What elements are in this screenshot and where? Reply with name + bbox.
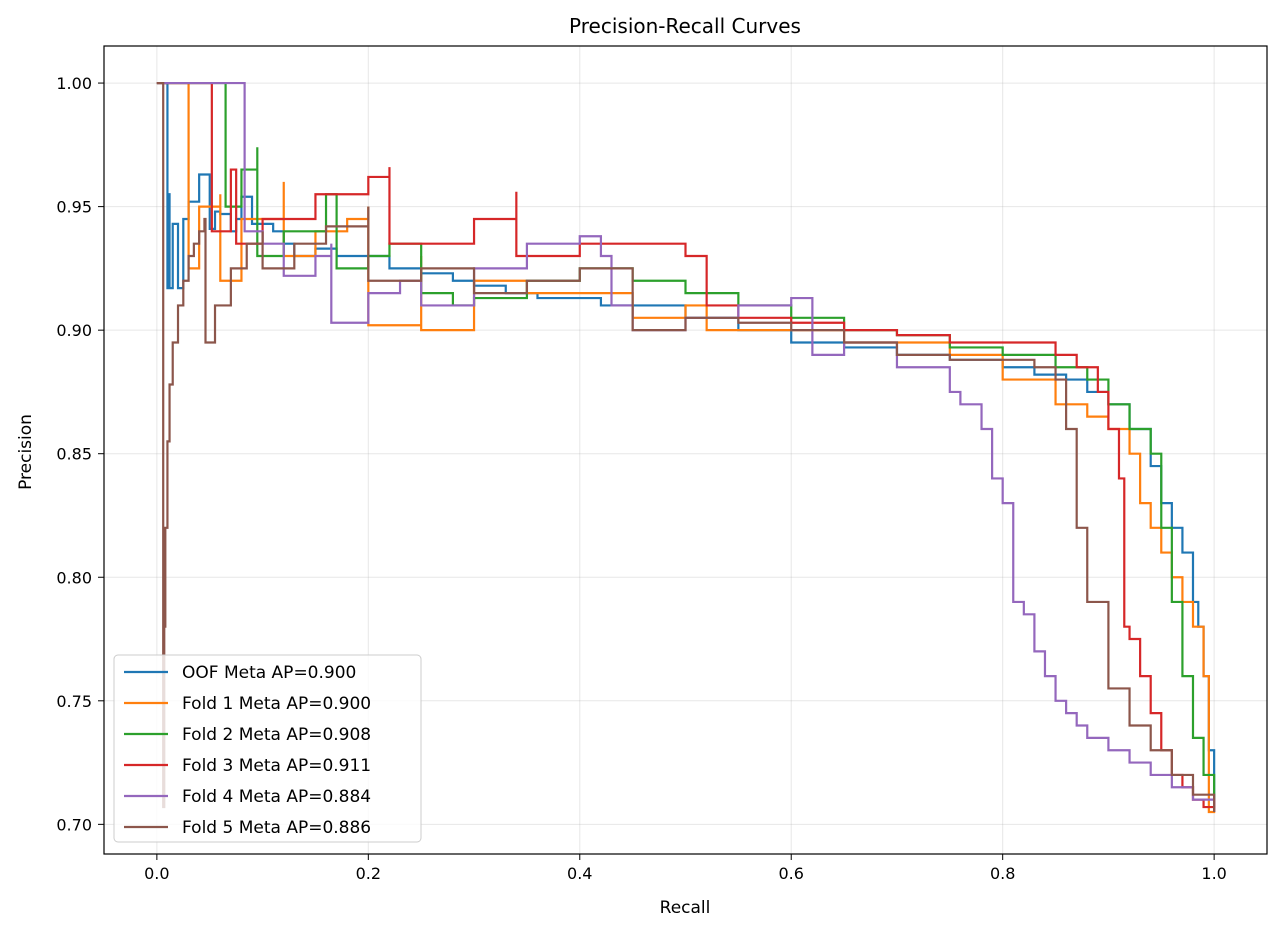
x-tick-label: 0.2 xyxy=(356,864,381,883)
plot-frame xyxy=(103,45,1268,855)
y-axis-label: Precision xyxy=(16,414,36,490)
y-tick-label: 0.90 xyxy=(56,321,92,340)
x-tick-label: 0.8 xyxy=(990,864,1015,883)
y-tick-label: 1.00 xyxy=(56,74,92,93)
legend-label: Fold 5 Meta AP=0.886 xyxy=(182,818,371,838)
x-ticks: 0.0 0.2 0.4 0.6 0.8 1.0 xyxy=(144,854,1227,883)
y-tick-label: 0.85 xyxy=(56,445,92,464)
legend-label: Fold 2 Meta AP=0.908 xyxy=(182,725,371,745)
legend-label: Fold 4 Meta AP=0.884 xyxy=(182,787,371,807)
legend-label: Fold 3 Meta AP=0.911 xyxy=(182,756,371,776)
y-ticks: 0.70 0.75 0.80 0.85 0.90 0.95 1.00 xyxy=(56,74,104,834)
x-tick-label: 1.0 xyxy=(1201,864,1226,883)
y-tick-label: 0.95 xyxy=(56,198,92,217)
legend: OOF Meta AP=0.900 Fold 1 Meta AP=0.900 Fol… xyxy=(113,654,422,843)
x-tick-label: 0.0 xyxy=(144,864,169,883)
chart-title: Precision-Recall Curves xyxy=(569,14,801,38)
series-line-6 xyxy=(156,81,1216,812)
series-lines xyxy=(156,81,1216,814)
x-axis-label: Recall xyxy=(660,898,711,918)
legend-label: OOF Meta AP=0.900 xyxy=(182,663,356,683)
x-tick-label: 0.4 xyxy=(567,864,592,883)
x-tick-label: 0.6 xyxy=(779,864,804,883)
y-tick-label: 0.70 xyxy=(56,815,92,834)
legend-label: Fold 1 Meta AP=0.900 xyxy=(182,694,371,714)
legend-box xyxy=(113,654,422,843)
y-tick-label: 0.75 xyxy=(56,692,92,711)
y-tick-label: 0.80 xyxy=(56,568,92,587)
